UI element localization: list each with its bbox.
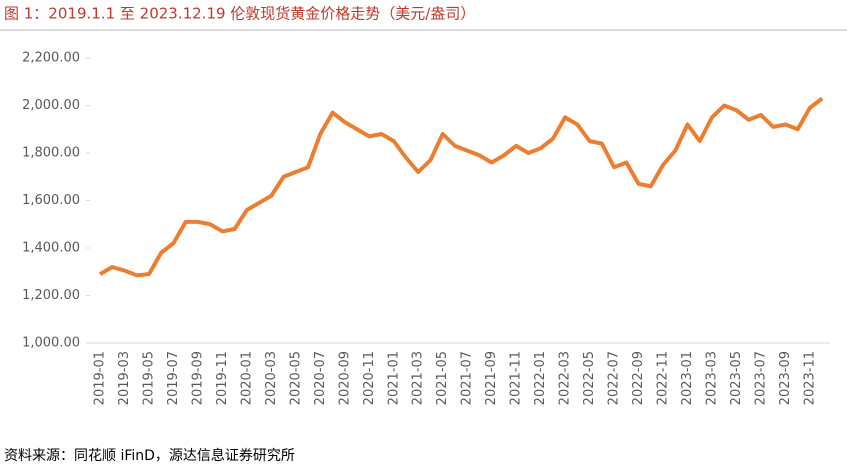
x-tick-label: 2022-01 [533,351,548,405]
x-tick-label: 2019-11 [215,351,230,405]
x-tick-label: 2020-01 [239,351,254,405]
price-line [98,96,824,278]
x-tick-label: 2022-07 [607,351,622,405]
x-tick-label: 2020-09 [337,351,352,405]
x-tick-label: 2020-07 [313,351,328,405]
chart-title: 图 1：2019.1.1 至 2023.12.19 伦敦现货黄金价格走势（美元/… [4,5,475,23]
x-tick-label: 2022-03 [558,351,573,405]
x-tick-label: 2019-09 [190,351,205,405]
x-tick-label: 2021-07 [460,351,475,405]
x-tick-label: 2020-11 [362,351,377,405]
x-tick-label: 2023-01 [680,351,695,405]
x-tick-label: 2023-11 [802,351,817,405]
source-note: 资料来源：同花顺 iFinD，源达信息证券研究所 [4,447,295,464]
y-tick-label: 1,000.00 [22,336,80,351]
y-tick-label: 1,200.00 [22,288,80,303]
y-tick-label: 1,600.00 [22,193,80,208]
y-tick-label: 2,000.00 [22,98,80,113]
x-tick-label: 2023-03 [705,351,720,405]
x-tick-label: 2022-09 [631,351,646,405]
x-tick-label: 2021-11 [509,351,524,405]
x-tick-label: 2019-01 [93,351,108,405]
y-tick-label: 1,400.00 [22,241,80,256]
x-tick-label: 2021-03 [411,351,426,405]
y-tick-label: 1,800.00 [22,146,80,161]
x-tick-label: 2019-03 [117,351,132,405]
x-tick-label: 2022-05 [582,351,597,405]
x-tick-label: 2020-05 [288,351,303,405]
x-tick-label: 2019-05 [141,351,156,405]
x-tick-label: 2020-03 [264,351,279,405]
y-tick-label: 2,200.00 [22,51,80,66]
x-tick-label: 2021-05 [435,351,450,405]
x-tick-label: 2023-07 [753,351,768,405]
x-tick-label: 2021-09 [484,351,499,405]
x-tick-label: 2021-01 [386,351,401,405]
x-tick-label: 2019-07 [166,351,181,405]
x-tick-label: 2023-05 [729,351,744,405]
x-tick-label: 2023-09 [778,351,793,405]
x-tick-label: 2022-11 [656,351,671,405]
